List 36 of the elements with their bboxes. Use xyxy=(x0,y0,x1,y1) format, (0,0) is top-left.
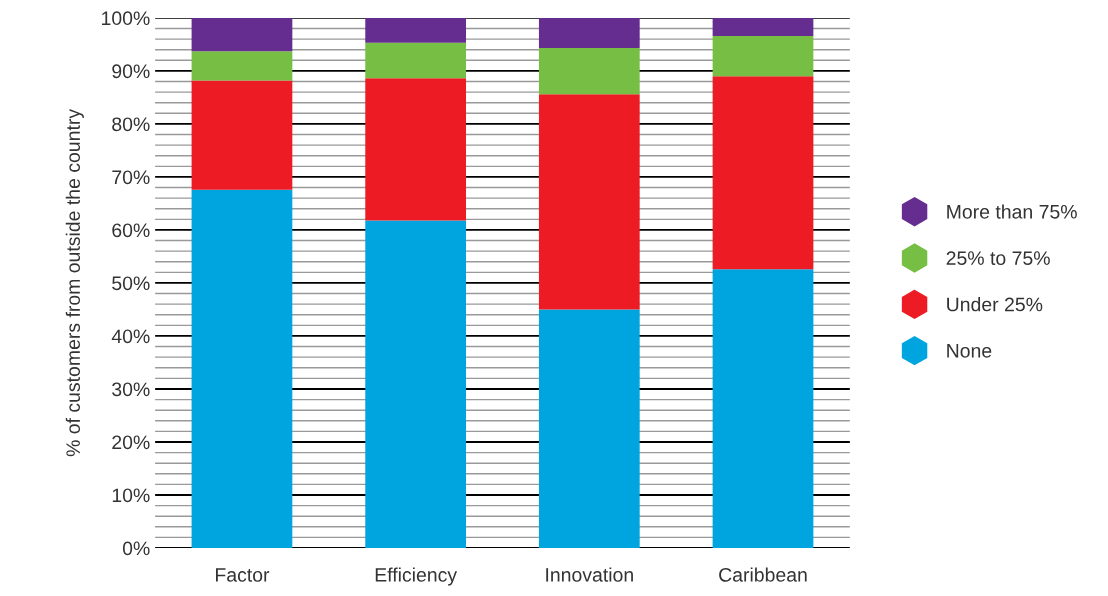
y-tick-label: 80% xyxy=(112,117,150,132)
y-tick-label: 50% xyxy=(112,276,150,291)
bar xyxy=(538,48,640,95)
bar xyxy=(538,309,640,549)
bar xyxy=(365,42,467,79)
bar xyxy=(365,220,467,549)
y-tick-label: 0% xyxy=(122,541,150,556)
bar xyxy=(538,94,640,310)
bar xyxy=(191,51,293,81)
y-tick-label: 40% xyxy=(111,329,150,344)
legend-label: More than 75% xyxy=(947,204,1077,219)
bar xyxy=(712,17,814,36)
y-tick-label: 60% xyxy=(112,223,150,238)
y-tick-label: 30% xyxy=(112,382,150,397)
y-tick-label: 100% xyxy=(102,11,150,26)
legend-label: Under 25% xyxy=(947,297,1043,312)
y-tick-label: 20% xyxy=(112,435,150,450)
bar xyxy=(365,78,467,221)
x-tick-label: Caribbean xyxy=(719,567,807,582)
y-tick-label: 90% xyxy=(112,64,150,79)
legend-label: None xyxy=(947,344,992,358)
bar xyxy=(712,76,814,270)
bar xyxy=(538,17,640,49)
x-tick-label: Factor xyxy=(216,568,270,582)
bar xyxy=(712,269,814,549)
y-tick-label: 10% xyxy=(112,488,150,503)
legend-label: 25% to 75% xyxy=(946,251,1050,266)
y-tick-label: 70% xyxy=(112,170,150,185)
bar xyxy=(191,80,293,190)
x-tick-label: Efficiency xyxy=(375,567,458,586)
bar xyxy=(191,189,293,549)
bar xyxy=(712,35,814,77)
x-tick-label: Innovation xyxy=(546,567,633,582)
bar xyxy=(365,17,467,43)
bar xyxy=(191,17,293,52)
y-axis-title: % of customers from outside the country xyxy=(65,108,84,457)
